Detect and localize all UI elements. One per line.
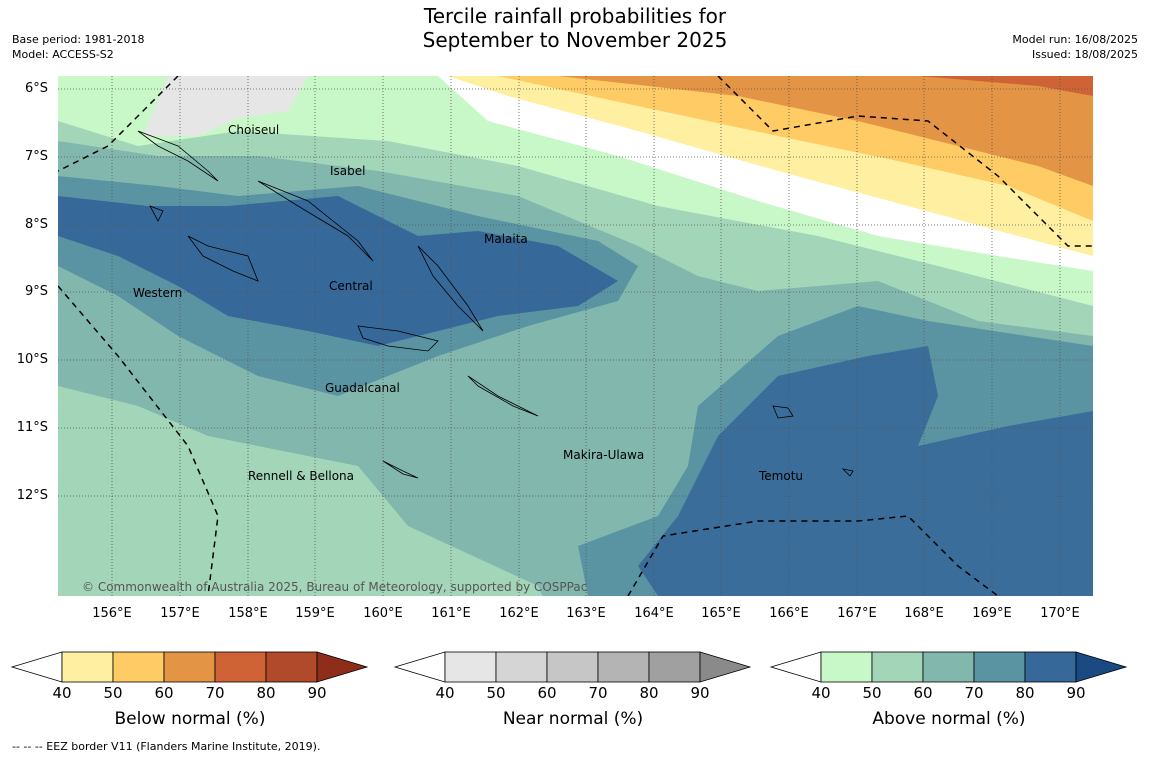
- province-label-makira-ulawa: Makira-Ulawa: [563, 448, 645, 462]
- title-line-2: September to November 2025: [422, 28, 728, 52]
- cb-tick: 70: [205, 684, 225, 702]
- eez-footnote: -- -- -- EEZ border V11 (Flanders Marine…: [12, 740, 321, 753]
- lon-label: 158°E: [228, 606, 268, 621]
- island-outlines: [137, 130, 854, 479]
- title-line-1: Tercile rainfall probabilities for: [423, 4, 727, 28]
- province-label-central: Central: [329, 279, 373, 293]
- colorbar-under-triangle: [393, 651, 446, 683]
- issued-label: Issued: 18/08/2025: [1031, 48, 1138, 61]
- lon-label: 168°E: [904, 606, 944, 621]
- below-70: [558, 76, 1093, 186]
- province-label-western: Western: [133, 286, 183, 300]
- colorbar-swatch: [546, 651, 599, 683]
- colorbar-swatch: [871, 651, 924, 683]
- lon-label: 164°E: [634, 606, 674, 621]
- province-label-isabel: Isabel: [330, 164, 366, 178]
- near-normal-patch: [143, 76, 308, 136]
- colorbar-swatch: [214, 651, 267, 683]
- meta-left: Base period: 1981-2018 Model: ACCESS-S2: [12, 32, 144, 62]
- lon-label: 160°E: [363, 606, 403, 621]
- eez-border: [58, 76, 1093, 596]
- lat-label: 7°S: [24, 149, 48, 164]
- cb-tick: 70: [588, 684, 608, 702]
- cb-tick: 50: [862, 684, 882, 702]
- colorbar-title-below: Below normal (%): [114, 709, 266, 729]
- lon-label: 161°E: [431, 606, 471, 621]
- model-label: Model: ACCESS-S2: [12, 48, 114, 61]
- lon-label: 156°E: [92, 606, 132, 621]
- lon-label: 163°E: [566, 606, 606, 621]
- colorbar-near-normal: [393, 651, 752, 683]
- cb-tick: 60: [537, 684, 557, 702]
- province-label-choiseul: Choiseul: [228, 123, 280, 137]
- cb-tick: 90: [1066, 684, 1086, 702]
- lon-label: 157°E: [160, 606, 200, 621]
- copyright-text: © Commonwealth of Australia 2025, Bureau…: [82, 580, 588, 594]
- base-period-label: Base period: 1981-2018: [12, 33, 145, 46]
- colorbar-swatch: [1024, 651, 1077, 683]
- colorbar-over-triangle: [699, 651, 752, 683]
- province-label-rennell-bellona: Rennell & Bellona: [248, 469, 355, 483]
- colorbar-swatch: [495, 651, 548, 683]
- cb-tick: 40: [811, 684, 831, 702]
- colorbar-swatch: [820, 651, 873, 683]
- cb-tick: 40: [52, 684, 72, 702]
- province-label-guadalcanal: Guadalcanal: [325, 381, 400, 395]
- chart-title: Tercile rainfall probabilities for Septe…: [0, 4, 1150, 52]
- colorbar-swatches: [10, 651, 369, 683]
- province-label-malaita: Malaita: [484, 232, 528, 246]
- lat-label: 10°S: [16, 352, 48, 367]
- cb-tick: 70: [964, 684, 984, 702]
- lat-label: 11°S: [16, 420, 48, 435]
- cb-tick: 50: [103, 684, 123, 702]
- cb-tick: 80: [256, 684, 276, 702]
- lat-label: 8°S: [24, 217, 48, 232]
- lon-label: 159°E: [295, 606, 335, 621]
- colorbar-under-triangle: [10, 651, 63, 683]
- cb-tick: 50: [486, 684, 506, 702]
- rainfall-map: [58, 76, 1093, 596]
- colorbar-title-above: Above normal (%): [872, 709, 1026, 729]
- colorbar-swatch: [163, 651, 216, 683]
- colorbar-swatches: [393, 651, 752, 683]
- colorbar-swatch: [597, 651, 650, 683]
- colorbar-swatch: [112, 651, 165, 683]
- lat-label: 12°S: [16, 488, 48, 503]
- cb-tick: 40: [435, 684, 455, 702]
- lon-label: 167°E: [837, 606, 877, 621]
- colorbar-below-normal: [10, 651, 369, 683]
- colorbar-swatch: [922, 651, 975, 683]
- meta-right: Model run: 16/08/2025 Issued: 18/08/2025: [1012, 32, 1138, 62]
- cb-tick: 80: [1015, 684, 1035, 702]
- cb-tick: 80: [639, 684, 659, 702]
- lon-label: 162°E: [499, 606, 539, 621]
- cb-tick: 60: [154, 684, 174, 702]
- colorbar-swatch: [61, 651, 114, 683]
- colorbar-swatch: [973, 651, 1026, 683]
- lon-label: 170°E: [1040, 606, 1080, 621]
- lat-label: 6°S: [24, 81, 48, 96]
- colorbar-above-normal: [769, 651, 1128, 683]
- colorbar-under-triangle: [769, 651, 822, 683]
- lon-label: 165°E: [701, 606, 741, 621]
- lon-label: 169°E: [972, 606, 1012, 621]
- above-80-east: [638, 346, 1093, 596]
- colorbar-swatch: [648, 651, 701, 683]
- colorbar-swatch: [444, 651, 497, 683]
- cb-tick: 60: [913, 684, 933, 702]
- above-80: [58, 196, 618, 346]
- province-label-temotu: Temotu: [759, 469, 804, 483]
- cb-tick: 90: [690, 684, 710, 702]
- colorbar-title-near: Near normal (%): [502, 709, 644, 729]
- lon-label: 166°E: [769, 606, 809, 621]
- colorbar-over-triangle: [1075, 651, 1128, 683]
- model-run-label: Model run: 16/08/2025: [1012, 33, 1138, 46]
- cb-tick: 90: [307, 684, 327, 702]
- colorbar-swatch: [265, 651, 318, 683]
- colorbar-over-triangle: [316, 651, 369, 683]
- below-80: [918, 76, 1093, 96]
- colorbar-swatches: [769, 651, 1128, 683]
- lat-label: 9°S: [24, 284, 48, 299]
